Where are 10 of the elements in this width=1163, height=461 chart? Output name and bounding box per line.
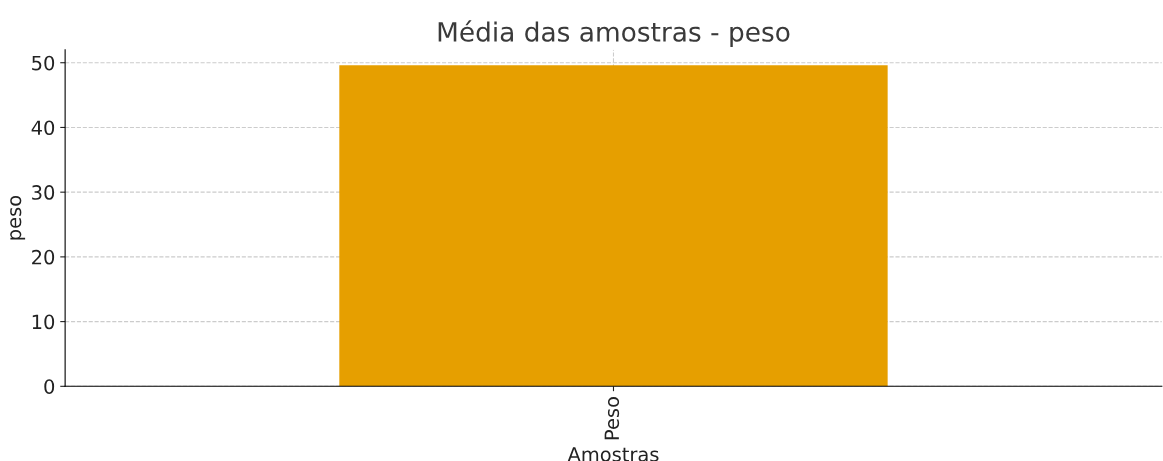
chart-title: Média das amostras - peso: [438, 20, 790, 47]
y-axis-title: peso: [10, 195, 26, 240]
x-axis-title: Amostras: [567, 447, 659, 461]
y-tick-label: 0: [44, 379, 55, 394]
y-tick-label: 30: [32, 185, 55, 200]
y-tick-label: 50: [32, 55, 55, 71]
y-tick-label: 20: [32, 249, 55, 265]
y-tick-label: 10: [32, 314, 55, 330]
y-tick-label: 40: [31, 120, 55, 136]
x-tick-label: Peso: [604, 397, 620, 440]
